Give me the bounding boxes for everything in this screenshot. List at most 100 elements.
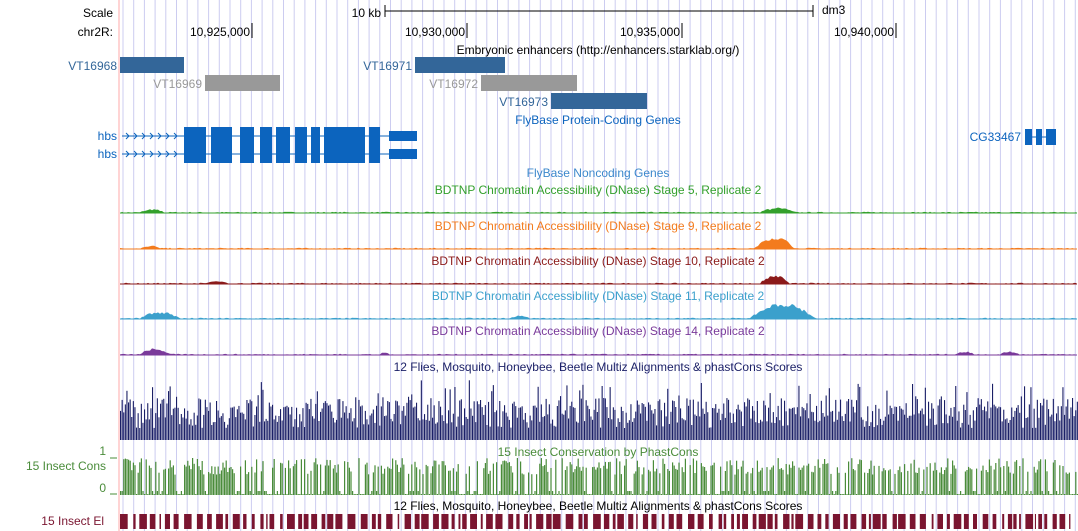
conservation-bar bbox=[582, 384, 584, 440]
conservation-bar bbox=[1000, 407, 1002, 440]
phastcons-bar bbox=[976, 468, 978, 495]
gene-model[interactable] bbox=[122, 127, 417, 145]
enhancer-block[interactable] bbox=[481, 75, 577, 91]
conservation-bar bbox=[355, 397, 357, 440]
exon-block bbox=[311, 145, 320, 163]
enhancer-block[interactable] bbox=[415, 57, 505, 73]
conservation-bar bbox=[572, 407, 574, 440]
conservation-bar bbox=[731, 423, 733, 440]
phastcons-bar bbox=[273, 459, 275, 495]
enhancer-block[interactable] bbox=[205, 75, 280, 91]
dnase-signal[interactable] bbox=[120, 207, 1077, 214]
phastcons-bar bbox=[366, 462, 368, 495]
phastcons-bar bbox=[339, 491, 341, 495]
phastcons-bar bbox=[156, 491, 158, 495]
gene-label[interactable]: hbs bbox=[98, 129, 117, 143]
exon-block bbox=[211, 127, 232, 145]
conservation-bar bbox=[291, 406, 293, 440]
protein-coding-genes-track[interactable]: FlyBase Protein-Coding Genes hbs hbs CG3… bbox=[98, 113, 1056, 163]
conservation-bar bbox=[481, 407, 483, 440]
conservation-bar bbox=[636, 400, 638, 440]
phastcons-bar bbox=[897, 470, 899, 495]
conservation-bar bbox=[836, 419, 838, 440]
conservation-bar bbox=[875, 404, 877, 440]
phastcons-bar bbox=[745, 473, 747, 495]
enhancer-block[interactable] bbox=[551, 93, 647, 109]
strand-arrow bbox=[157, 150, 162, 158]
phastcons-side-label[interactable]: 15 Insect Cons bbox=[26, 459, 106, 473]
phastcons-bar bbox=[1020, 494, 1022, 495]
gene-model[interactable] bbox=[1025, 129, 1056, 145]
enhancer-label[interactable]: VT16969 bbox=[153, 77, 202, 91]
conserved-element bbox=[931, 514, 934, 529]
conservation-bar bbox=[710, 427, 712, 440]
conservation-bar bbox=[1054, 421, 1056, 440]
phastcons-bar bbox=[526, 494, 528, 495]
phastcons-bar bbox=[721, 491, 723, 495]
conservation-bar bbox=[651, 410, 653, 440]
phastcons-bar bbox=[457, 464, 459, 495]
enhancer-label[interactable]: VT16972 bbox=[429, 77, 478, 91]
dnase-signal[interactable] bbox=[120, 238, 1077, 250]
conservation-bar bbox=[1017, 405, 1019, 440]
enhancer-block[interactable] bbox=[120, 57, 184, 73]
conservation-bar bbox=[353, 418, 355, 440]
conservation-bar bbox=[422, 419, 424, 440]
enhancers-track[interactable]: Embryonic enhancers (http://enhancers.st… bbox=[68, 43, 739, 109]
phastcons-bar bbox=[1012, 473, 1014, 495]
conservation-bar bbox=[684, 420, 686, 440]
conservation-bar bbox=[555, 426, 557, 440]
dnase-signal[interactable] bbox=[120, 348, 1077, 356]
phastcons-bar bbox=[180, 491, 182, 495]
conservation-bar bbox=[284, 406, 286, 440]
conserved-element bbox=[462, 514, 467, 529]
conserved-element-blocks[interactable] bbox=[120, 514, 1071, 529]
phastcons-bar bbox=[616, 458, 618, 495]
conservation-bar bbox=[251, 401, 253, 440]
conservation-bar bbox=[764, 405, 766, 440]
gene-label[interactable]: CG33467 bbox=[970, 130, 1022, 144]
conservation-bar bbox=[683, 419, 685, 440]
conserved-element bbox=[303, 514, 309, 529]
conservation-bar bbox=[718, 408, 720, 440]
phastcons-bar bbox=[256, 459, 258, 495]
enhancer-label[interactable]: VT16968 bbox=[68, 59, 117, 73]
conserved-element bbox=[120, 514, 128, 529]
conservation-bar bbox=[620, 406, 622, 440]
phastcons-bar bbox=[836, 467, 838, 495]
dnase-signal[interactable] bbox=[120, 275, 1077, 285]
conservation-bar bbox=[352, 421, 354, 440]
phastcons-bar bbox=[1044, 459, 1046, 495]
exon-block bbox=[295, 145, 307, 163]
conservation-bar bbox=[225, 427, 227, 440]
conserved-element bbox=[612, 514, 616, 529]
phastcons-bar bbox=[724, 471, 726, 495]
conservation-bar bbox=[918, 413, 920, 440]
conservation-bar bbox=[257, 395, 259, 440]
phastcons-bar bbox=[892, 494, 894, 495]
phastcons-bar bbox=[374, 465, 376, 495]
phastcons-bar bbox=[809, 494, 811, 495]
gene-model[interactable] bbox=[122, 145, 417, 163]
conservation-bar bbox=[1016, 407, 1018, 440]
phastcons-bar bbox=[148, 465, 150, 495]
multiz-conservation-bars[interactable] bbox=[120, 380, 1078, 440]
conservation-bar bbox=[368, 424, 370, 440]
phastcons-bars[interactable] bbox=[120, 458, 1078, 495]
enhancer-label[interactable]: VT16971 bbox=[363, 59, 412, 73]
conserved-element bbox=[495, 514, 503, 529]
phastcons-bar bbox=[977, 494, 979, 495]
enhancer-label[interactable]: VT16973 bbox=[499, 95, 548, 109]
phastcons-bar bbox=[1067, 473, 1069, 495]
phastcons-bar bbox=[504, 460, 506, 495]
elements-side-label[interactable]: 15 Insect El bbox=[41, 514, 104, 528]
gene-label[interactable]: hbs bbox=[98, 147, 117, 161]
phastcons-bar bbox=[662, 458, 664, 495]
dnase-signal[interactable] bbox=[120, 304, 1077, 320]
phastcons-bar bbox=[337, 464, 339, 495]
conservation-bar bbox=[1024, 386, 1026, 440]
dnase-tracks[interactable]: BDTNP Chromatin Accessibility (DNase) St… bbox=[120, 183, 1077, 356]
phastcons-bar bbox=[569, 462, 571, 495]
phastcons-bar bbox=[697, 494, 699, 495]
